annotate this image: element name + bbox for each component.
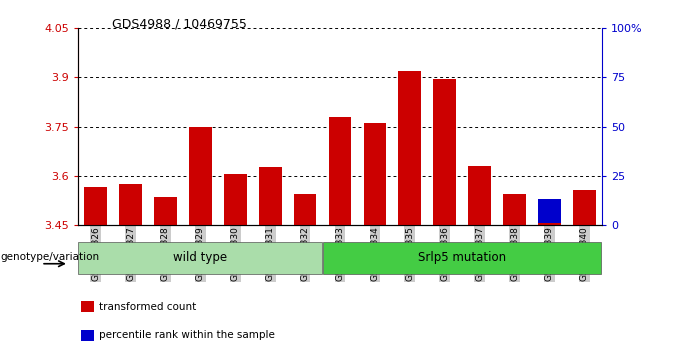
Bar <box>433 205 456 225</box>
Bar <box>259 211 282 225</box>
Bar <box>503 219 526 225</box>
Bar <box>364 123 386 225</box>
Bar <box>82 301 94 312</box>
Bar <box>154 215 177 225</box>
Bar <box>119 184 142 225</box>
Bar <box>154 197 177 225</box>
Bar <box>224 174 247 225</box>
Bar <box>433 79 456 225</box>
Bar <box>82 330 94 341</box>
Bar <box>469 213 491 225</box>
Bar <box>84 187 107 225</box>
Bar <box>328 117 352 225</box>
Text: percentile rank within the sample: percentile rank within the sample <box>99 331 275 341</box>
Bar <box>259 167 282 225</box>
Bar <box>224 205 247 225</box>
Bar <box>294 194 316 225</box>
Bar <box>538 199 561 225</box>
Bar <box>119 209 142 225</box>
Text: transformed count: transformed count <box>99 302 196 312</box>
Bar <box>189 199 211 225</box>
FancyBboxPatch shape <box>323 242 601 274</box>
Bar <box>328 205 352 225</box>
Bar <box>84 213 107 225</box>
Bar <box>573 190 596 225</box>
Text: genotype/variation: genotype/variation <box>0 252 99 262</box>
Bar <box>294 217 316 225</box>
FancyBboxPatch shape <box>78 242 322 274</box>
Text: GDS4988 / 10469755: GDS4988 / 10469755 <box>112 18 247 31</box>
Bar <box>398 205 421 225</box>
Text: wild type: wild type <box>173 251 227 264</box>
Bar <box>538 223 561 225</box>
Text: Srlp5 mutation: Srlp5 mutation <box>418 251 507 264</box>
Bar <box>189 126 211 225</box>
Bar <box>398 71 421 225</box>
Bar <box>573 215 596 225</box>
Bar <box>503 194 526 225</box>
Bar <box>469 166 491 225</box>
Bar <box>364 205 386 225</box>
